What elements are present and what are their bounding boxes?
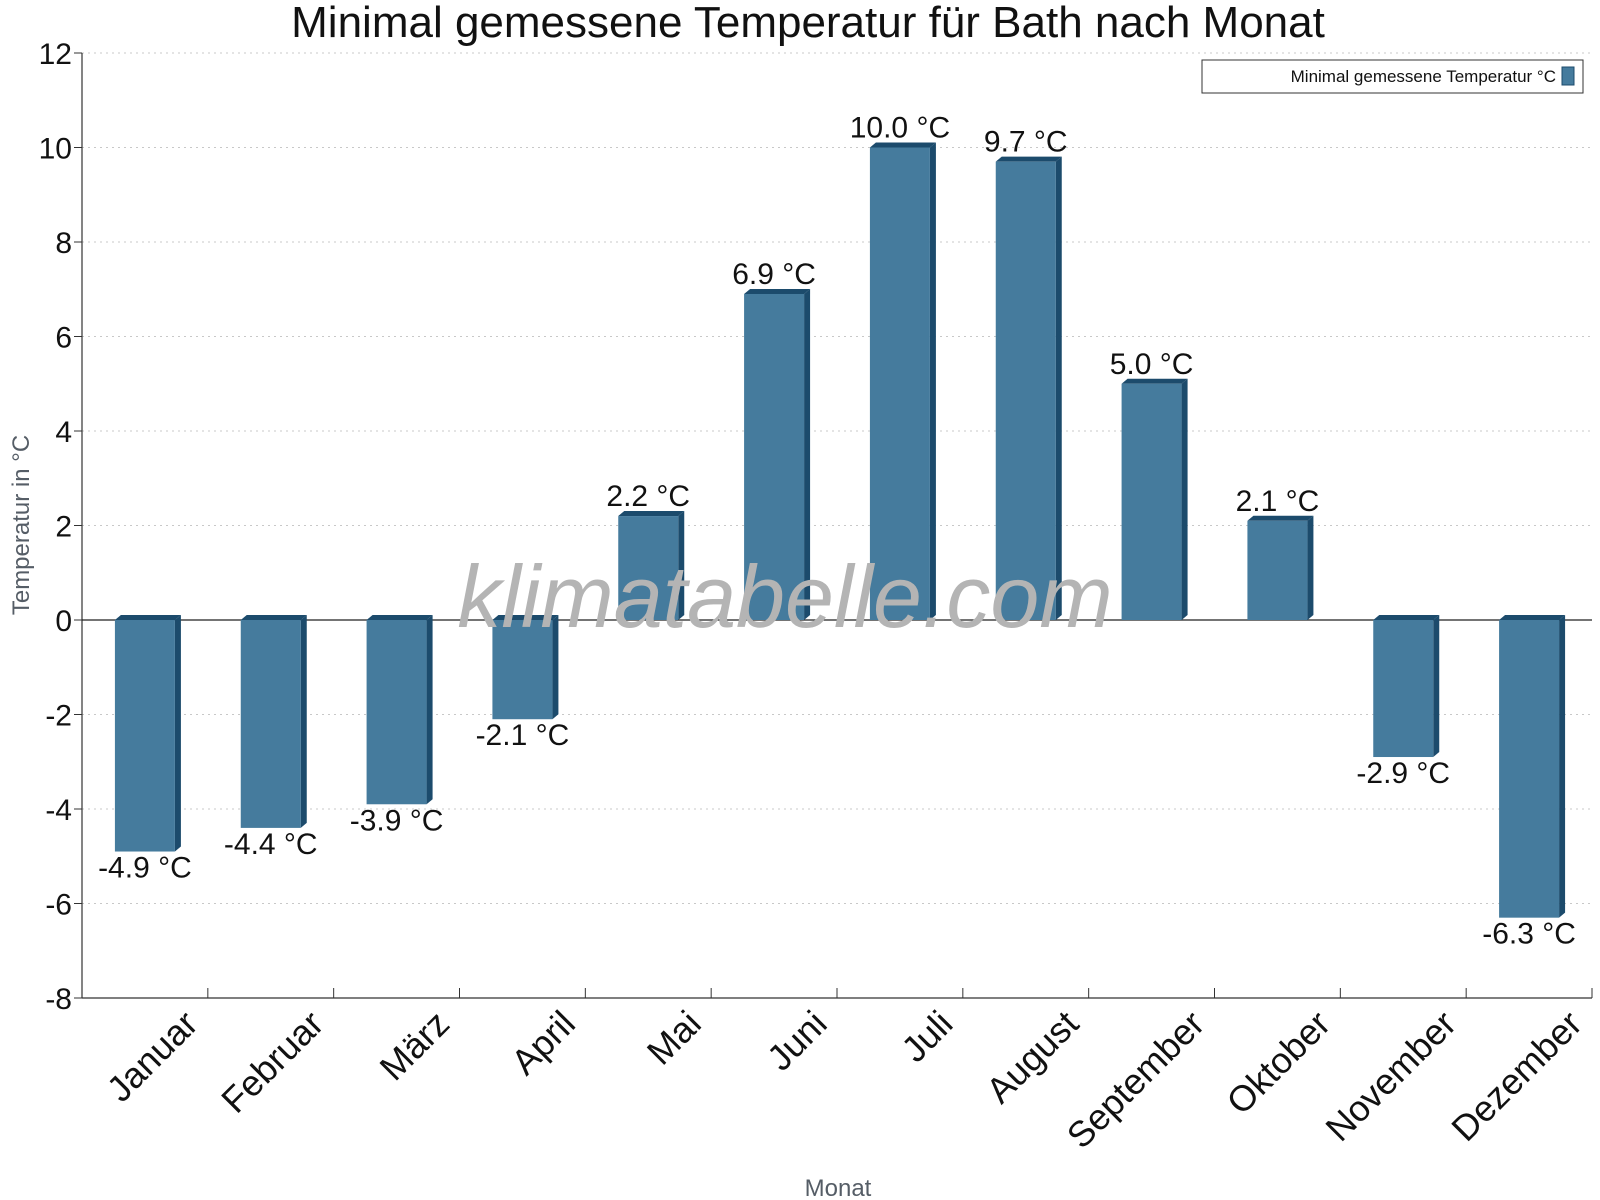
y-tick-label: 8	[55, 227, 72, 260]
bar-face	[1121, 383, 1182, 620]
y-axis-title: Temperatur in °C	[8, 435, 35, 615]
x-tick-label: März	[372, 1003, 458, 1089]
data-label: 2.1 °C	[1236, 485, 1320, 518]
watermark: klimatabelle.com	[457, 547, 1112, 646]
bar	[995, 156, 1062, 621]
bar-face	[366, 620, 427, 805]
x-tick-label: Oktober	[1218, 1003, 1338, 1123]
x-axis-title: Monat	[805, 1175, 872, 1200]
data-label: 10.0 °C	[850, 112, 950, 145]
x-tick-label: Juni	[759, 1003, 835, 1079]
data-label: 5.0 °C	[1110, 348, 1194, 381]
bar-top	[366, 615, 433, 620]
bar	[744, 288, 811, 620]
bar-side	[174, 615, 181, 852]
bar-side	[426, 615, 433, 805]
bar-side	[804, 288, 811, 620]
bar-side	[1433, 615, 1440, 758]
bar-top	[1247, 515, 1314, 521]
chart-title: Minimal gemessene Temperatur für Bath na…	[291, 0, 1325, 47]
bar-face	[1373, 620, 1434, 758]
bar-top	[744, 288, 811, 294]
bar-side	[300, 615, 307, 828]
x-tick-label: Februar	[213, 1003, 331, 1121]
bar-face	[869, 147, 930, 620]
bar-top	[995, 156, 1062, 162]
bar	[869, 142, 936, 620]
bar	[366, 615, 433, 805]
data-label: -2.9 °C	[1356, 757, 1450, 790]
bar-top	[240, 615, 307, 620]
x-tick-label: Mai	[639, 1003, 709, 1073]
bar	[1499, 615, 1566, 918]
y-tick-label: -2	[45, 700, 72, 733]
bars	[114, 142, 1566, 918]
bar-side	[929, 142, 936, 620]
bar-side	[1181, 378, 1188, 620]
bar-face	[114, 620, 175, 852]
bar-face	[1247, 520, 1308, 620]
bar-face	[995, 161, 1056, 621]
bar-side	[552, 615, 559, 720]
bar-side	[678, 511, 685, 620]
x-axis-ticks: Januar Februar März April Mai Juni Juli AugustS…	[81, 988, 1593, 1157]
data-label: 6.9 °C	[732, 258, 816, 291]
bar-top	[1499, 615, 1566, 620]
data-label: -3.9 °C	[350, 804, 444, 837]
bar-face	[492, 620, 553, 720]
bar-side	[1307, 515, 1314, 620]
bar-top	[618, 511, 685, 517]
bar-face	[240, 620, 301, 828]
x-tick-label: August	[978, 1003, 1086, 1111]
legend-swatch	[1561, 66, 1575, 86]
bar	[1121, 378, 1188, 620]
bar	[240, 615, 307, 828]
y-tick-label: 0	[55, 605, 72, 638]
legend-label: Minimal gemessene Temperatur °C	[1291, 67, 1556, 86]
legend[interactable]: Minimal gemessene Temperatur °C	[1201, 59, 1584, 94]
bar-top	[114, 615, 181, 620]
bar	[1247, 515, 1314, 620]
data-label: 9.7 °C	[984, 126, 1068, 159]
bar-top	[869, 142, 936, 148]
value-labels: -4.9 °C -4.4 °C -3.9 °C -2.1 °C 2.2 °C 6.9 °C…	[98, 112, 1576, 951]
bar-side	[1055, 156, 1062, 621]
y-tick-label: -6	[45, 889, 72, 922]
x-tick-label: September	[1059, 1003, 1213, 1157]
y-tick-label: 10	[39, 133, 72, 166]
bar	[618, 511, 685, 620]
y-tick-label: 6	[55, 322, 72, 355]
bar-side	[1559, 615, 1566, 918]
y-tick-label: 4	[55, 416, 72, 449]
x-tick-label: April	[503, 1003, 583, 1083]
y-axis-ticks: -8 -6 -4 -2 0 2 4 6 8 10 12	[39, 38, 1592, 1016]
bar-top	[1373, 615, 1440, 620]
bar	[1373, 615, 1440, 758]
x-tick-label: November	[1317, 1003, 1463, 1149]
bar-face	[1499, 620, 1560, 918]
bar-top	[1121, 378, 1188, 384]
bar	[114, 615, 181, 852]
data-label: -4.4 °C	[224, 828, 318, 861]
bar-face	[618, 516, 679, 620]
y-tick-label: 2	[55, 511, 72, 544]
data-label: -2.1 °C	[476, 719, 570, 752]
y-tick-label: -8	[45, 983, 72, 1016]
data-label: 2.2 °C	[606, 480, 690, 513]
x-tick-label: Januar	[99, 1003, 206, 1110]
legend-box	[1201, 59, 1584, 94]
x-tick-label: Juli	[893, 1003, 960, 1070]
x-tick-label: Dezember	[1443, 1003, 1589, 1149]
bar-face	[744, 293, 805, 620]
bar	[492, 615, 559, 720]
data-label: -6.3 °C	[1482, 918, 1576, 951]
bar-top	[492, 615, 559, 620]
data-label: -4.9 °C	[98, 852, 192, 885]
y-tick-label: 12	[39, 38, 72, 71]
y-tick-label: -4	[45, 794, 72, 827]
